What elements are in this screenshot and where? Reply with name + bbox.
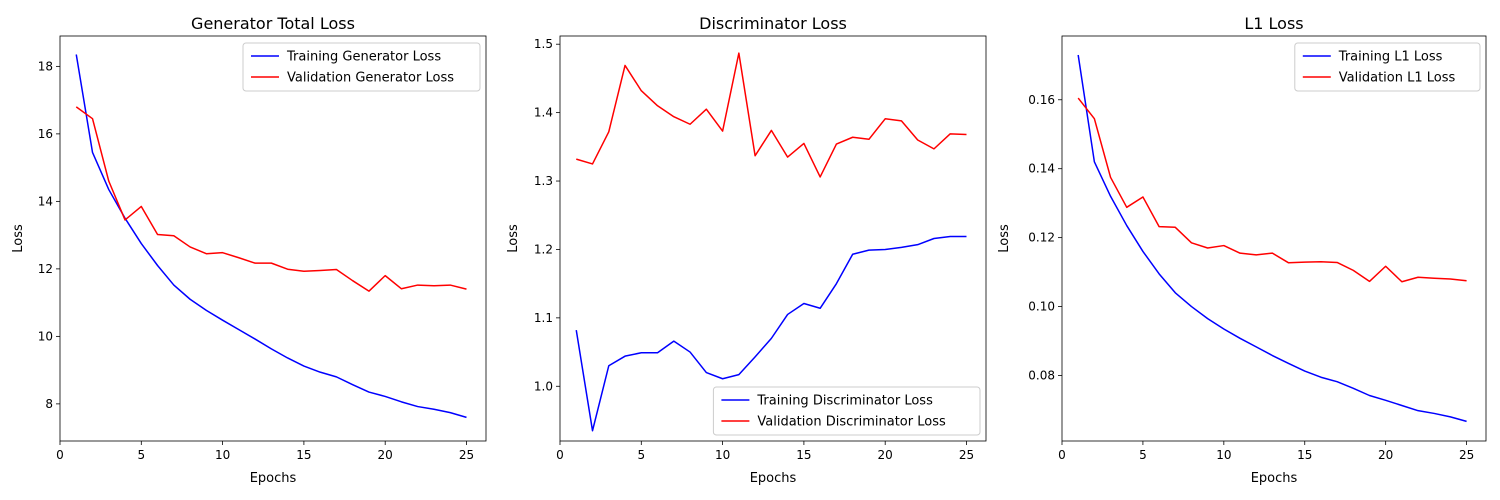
y-tick-label: 1.1 xyxy=(534,311,553,325)
x-tick-label: 10 xyxy=(715,448,730,462)
y-tick-label: 0.12 xyxy=(1028,231,1055,245)
y-tick-label: 1.3 xyxy=(534,174,553,188)
y-tick-label: 16 xyxy=(38,127,53,141)
y-tick-label: 12 xyxy=(38,262,53,276)
y-axis-label: Loss xyxy=(506,224,521,253)
chart-title: L1 Loss xyxy=(1244,14,1303,33)
series-line-training xyxy=(575,235,967,432)
x-tick-label: 5 xyxy=(1139,448,1147,462)
legend-entry-label: Validation Generator Loss xyxy=(287,71,454,86)
x-tick-label: 20 xyxy=(378,448,393,462)
legend-entry-label: Validation Discriminator Loss xyxy=(757,415,946,430)
x-tick-label: 10 xyxy=(1216,448,1231,462)
series-line-validation xyxy=(75,106,467,292)
legend: Training Discriminator Loss Validation Di… xyxy=(712,386,981,436)
y-tick-label: 18 xyxy=(38,59,53,73)
x-tick-label: 20 xyxy=(878,448,893,462)
y-tick-label: 10 xyxy=(38,329,53,343)
axes-frame xyxy=(59,35,487,442)
x-axis-label: Epochs xyxy=(250,471,297,486)
y-tick-label: 1.4 xyxy=(534,106,553,120)
x-tick-label: 15 xyxy=(1297,448,1312,462)
subplot-2: Discriminator Loss 0 5 10 15 20 25 1.0 1.1 1.2 1.3… xyxy=(506,14,987,486)
y-tick-label: 1.5 xyxy=(534,37,553,51)
x-tick-label: 0 xyxy=(1058,448,1066,462)
axes-frame xyxy=(1061,35,1487,442)
x-tick-label: 25 xyxy=(459,448,474,462)
y-tick-label: 1.2 xyxy=(534,242,553,256)
x-axis-label: Epochs xyxy=(1251,471,1298,486)
x-tick-label: 0 xyxy=(556,448,564,462)
axes-frame xyxy=(559,35,987,442)
y-axis-label: Loss xyxy=(997,224,1012,253)
x-tick-label: 15 xyxy=(296,448,311,462)
legend-box xyxy=(1294,42,1481,92)
subplot-3: L1 Loss 0 5 10 15 20 25 0.08 0.10 0.12 0.14 0.16 Epo… xyxy=(997,14,1487,486)
chart-title: Discriminator Loss xyxy=(699,14,847,33)
x-tick-label: 20 xyxy=(1378,448,1393,462)
x-tick-label: 10 xyxy=(215,448,230,462)
y-tick-label: 1.0 xyxy=(534,379,553,393)
legend: Training L1 Loss Validation L1 Loss xyxy=(1294,42,1481,92)
legend: Training Generator Loss Validation Genera… xyxy=(242,42,481,92)
subplot-1: Generator Total Loss 0 5 10 15 20 25 8 10 12 14 16 1… xyxy=(11,14,487,486)
x-tick-label: 15 xyxy=(796,448,811,462)
legend-entry-label: Training Discriminator Loss xyxy=(756,394,933,409)
series-line-validation xyxy=(1077,97,1467,283)
x-tick-label: 5 xyxy=(637,448,645,462)
x-tick-label: 25 xyxy=(959,448,974,462)
y-tick-label: 0.10 xyxy=(1028,300,1055,314)
legend-entry-label: Training Generator Loss xyxy=(286,50,441,65)
y-tick-label: 14 xyxy=(38,194,53,208)
y-tick-label: 0.14 xyxy=(1028,162,1055,176)
y-axis-label: Loss xyxy=(11,224,26,253)
y-tick-label: 8 xyxy=(45,397,53,411)
x-tick-label: 5 xyxy=(137,448,145,462)
series-line-training xyxy=(1077,54,1467,423)
y-tick-label: 0.16 xyxy=(1028,93,1055,107)
series-line-validation xyxy=(576,52,967,178)
legend-entry-label: Training L1 Loss xyxy=(1338,50,1443,65)
legend-box xyxy=(712,386,981,436)
x-axis-label: Epochs xyxy=(750,471,797,486)
chart-title: Generator Total Loss xyxy=(191,14,355,33)
x-tick-label: 0 xyxy=(56,448,64,462)
y-tick-label: 0.08 xyxy=(1028,369,1055,383)
legend-entry-label: Validation L1 Loss xyxy=(1339,71,1456,86)
x-tick-label: 25 xyxy=(1459,448,1474,462)
legend-box xyxy=(242,42,481,92)
series-line-training xyxy=(75,54,467,419)
